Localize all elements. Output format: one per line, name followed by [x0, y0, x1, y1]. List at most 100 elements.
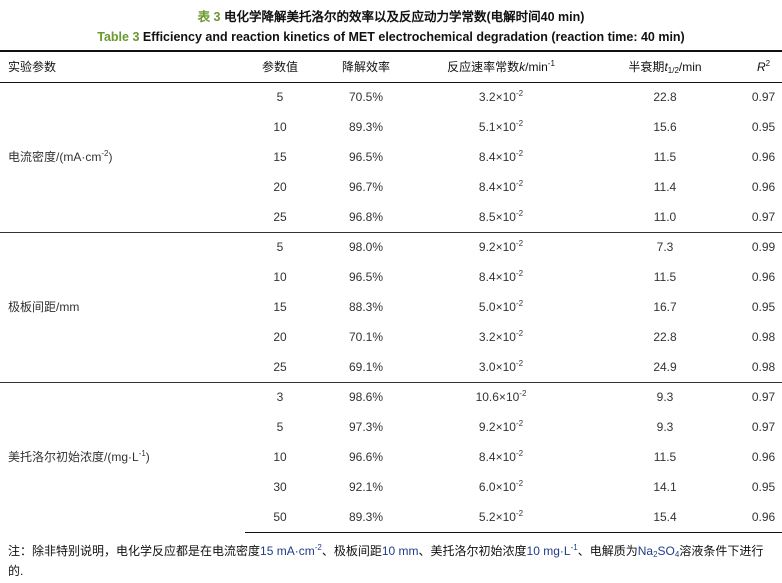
- title-cn-text: 电化学降解美托洛尔的效率以及反应动力学常数(电解时间40 min): [223, 10, 585, 24]
- param-value: 15: [273, 300, 287, 314]
- r-squared: 0.96: [751, 270, 776, 284]
- half-life: 15.6: [653, 120, 677, 134]
- half-life: 11.5: [653, 450, 677, 464]
- header-rate-unit: /min: [525, 59, 548, 74]
- r-squared: 0.95: [751, 300, 776, 314]
- header-param: 实验参数: [0, 50, 245, 83]
- header-r2-var: R: [756, 59, 766, 74]
- table-row: 15 96.5% 8.4×10-2 11.5 0.96: [0, 142, 782, 172]
- efficiency: 69.1%: [348, 359, 384, 374]
- param-value: 50: [245, 502, 315, 533]
- efficiency: 89.3%: [315, 502, 417, 533]
- efficiency: 96.6%: [348, 450, 384, 464]
- param-value: 3: [245, 381, 315, 412]
- header-row: 实验参数 参数值 降解效率 反应速率常数k/min-1 半衰期t1/2/min …: [0, 50, 782, 83]
- param-value: 10: [273, 450, 287, 464]
- param-value: 30: [273, 480, 287, 494]
- table-row: 20 96.7% 8.4×10-2 11.4 0.96: [0, 172, 782, 202]
- efficiency: 92.1%: [348, 480, 384, 494]
- half-life: 24.9: [653, 359, 677, 374]
- half-life: 14.1: [653, 480, 677, 494]
- half-life: 11.5: [653, 150, 677, 164]
- half-life: 22.8: [653, 330, 677, 344]
- r-squared: 0.97: [745, 381, 782, 412]
- header-value: 参数值: [245, 50, 315, 83]
- rate-constant: 8.4×10-2: [478, 269, 524, 285]
- rate-constant: 5.2×10-2: [417, 502, 585, 533]
- rate-constant: 3.2×10-2: [478, 329, 524, 345]
- rate-constant: 8.4×10-2: [478, 149, 524, 165]
- header-halflife-text: 半衰期: [628, 59, 665, 74]
- table-row: 10 96.5% 8.4×10-2 11.5 0.96: [0, 262, 782, 292]
- efficiency: 96.7%: [348, 180, 384, 194]
- param-value: 15: [273, 150, 287, 164]
- half-life: 16.7: [653, 300, 677, 314]
- half-life: 7.3: [585, 231, 745, 262]
- param-value: 25: [273, 359, 287, 374]
- rate-constant: 5.0×10-2: [478, 299, 524, 315]
- r-squared: 0.96: [751, 150, 776, 164]
- param-value: 20: [273, 180, 287, 194]
- rate-constant: 9.2×10-2: [478, 419, 524, 435]
- efficiency: 70.1%: [348, 330, 384, 344]
- r-squared: 0.98: [751, 359, 776, 374]
- table-title-cn: 表 3 电化学降解美托洛尔的效率以及反应动力学常数(电解时间40 min): [0, 0, 782, 27]
- half-life: 11.4: [653, 180, 677, 194]
- table-row: 20 70.1% 3.2×10-2 22.8 0.98: [0, 322, 782, 352]
- rate-constant: 6.0×10-2: [478, 479, 524, 495]
- half-life: 9.3: [656, 420, 674, 434]
- table-row: 10 89.3% 5.1×10-2 15.6 0.95: [0, 112, 782, 142]
- rate-constant: 8.4×10-2: [478, 449, 524, 465]
- header-rate-exp: -1: [547, 58, 555, 68]
- r-squared: 0.97: [745, 81, 782, 112]
- r-squared: 0.97: [751, 209, 776, 224]
- param-value: 5: [245, 231, 315, 262]
- half-life: 11.0: [653, 209, 677, 224]
- rate-constant: 5.1×10-2: [478, 119, 524, 135]
- table-row: 50 89.3% 5.2×10-2 15.4 0.96: [0, 502, 782, 533]
- table-number-en: Table 3: [97, 30, 140, 44]
- r-squared: 0.96: [745, 502, 782, 533]
- param-value: 10: [273, 120, 287, 134]
- table-row: 30 92.1% 6.0×10-2 14.1 0.95: [0, 472, 782, 502]
- header-rate: 反应速率常数k/min-1: [417, 50, 585, 83]
- half-life: 15.4: [585, 502, 745, 533]
- header-rate-text: 反应速率常数: [447, 59, 520, 74]
- rate-constant: 3.2×10-2: [417, 81, 585, 112]
- rate-constant: 9.2×10-2: [417, 231, 585, 262]
- r-squared: 0.99: [745, 231, 782, 262]
- rate-constant: 10.6×10-2: [417, 381, 585, 412]
- table-row: 25 96.8% 8.5×10-2 11.0 0.97: [0, 202, 782, 232]
- rate-constant: 8.4×10-2: [478, 179, 524, 195]
- table-row: 极板间距/mm 5 98.0% 9.2×10-2 7.3 0.99: [0, 231, 782, 382]
- header-halflife: 半衰期t1/2/min: [585, 50, 745, 83]
- table-title-en: Table 3 Efficiency and reaction kinetics…: [0, 27, 782, 47]
- param-value: 10: [273, 270, 287, 284]
- results-table: 实验参数 参数值 降解效率 反应速率常数k/min-1 半衰期t1/2/min …: [0, 50, 782, 533]
- r-squared: 0.95: [751, 120, 776, 134]
- group-label: 电流密度/(mA·cm-2): [0, 81, 245, 232]
- group-label: 美托洛尔初始浓度/(mg·L-1): [0, 381, 245, 532]
- group-label: 极板间距/mm: [0, 231, 245, 382]
- table-body: 电流密度/(mA·cm-2) 5 70.5% 3.2×10-2 22.8 0.97 10 89…: [0, 81, 782, 533]
- header-halflife-unit: /min: [678, 59, 702, 74]
- efficiency: 88.3%: [348, 300, 384, 314]
- header-r2: R2: [745, 50, 782, 83]
- header-halflife-sub: 1/2: [667, 65, 679, 75]
- efficiency: 96.8%: [348, 209, 384, 224]
- r-squared: 0.95: [751, 480, 776, 494]
- table-row: 美托洛尔初始浓度/(mg·L-1) 3 98.6% 10.6×10-2 9.3 0.97: [0, 381, 782, 532]
- r-squared: 0.97: [751, 420, 776, 434]
- param-value: 25: [273, 209, 287, 224]
- table-row: 电流密度/(mA·cm-2) 5 70.5% 3.2×10-2 22.8 0.97: [0, 81, 782, 232]
- efficiency: 96.5%: [348, 270, 384, 284]
- header-r2-exp: 2: [765, 58, 771, 68]
- rate-constant: 8.5×10-2: [478, 208, 524, 224]
- r-squared: 0.96: [751, 180, 776, 194]
- r-squared: 0.98: [751, 330, 776, 344]
- param-value: 5: [245, 81, 315, 112]
- table-note: 注：除非特别说明，电化学反应都是在电流密度15 mA·cm-2、极板间距10 m…: [8, 542, 764, 578]
- efficiency: 70.5%: [315, 81, 417, 112]
- table-row: 10 96.6% 8.4×10-2 11.5 0.96: [0, 442, 782, 472]
- table-row: 15 88.3% 5.0×10-2 16.7 0.95: [0, 292, 782, 322]
